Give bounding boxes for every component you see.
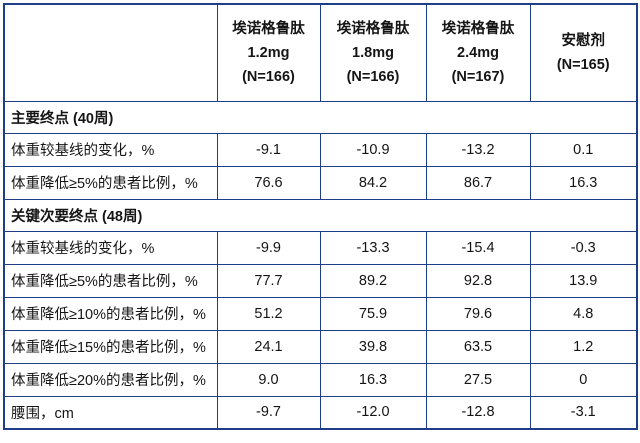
value-cell: 51.2 [216,296,321,331]
value-cell: 39.8 [319,329,427,364]
row-label: 体重降低≥10%的患者比例，% [3,296,218,331]
drug-name: 埃诺格鲁肽 [232,20,305,37]
value-cell: 9.0 [216,362,321,397]
column-header-dose-1-8mg: 埃诺格鲁肽 1.8mg (N=166) [319,3,427,102]
table-row: 体重降低≥20%的患者比例，% 9.0 16.3 27.5 0 [3,362,638,397]
value-cell: -15.4 [425,230,531,265]
value-cell: 1.2 [529,329,638,364]
table-row: 体重降低≥5%的患者比例，% 77.7 89.2 92.8 13.9 [3,263,638,298]
value-cell: 89.2 [319,263,427,298]
section-row-secondary-endpoint: 关键次要终点 (48周) [3,198,638,232]
value-cell: -13.3 [319,230,427,265]
drug-dose: 2.4mg [457,44,499,61]
value-cell: -13.2 [425,132,531,167]
drug-name: 安慰剂 [561,32,606,49]
value-cell: 0 [529,362,638,397]
section-title: 关键次要终点 (48周) [3,198,638,232]
column-header-placebo: 安慰剂 (N=165) [529,3,638,102]
value-cell: -9.7 [216,395,321,430]
drug-name: 埃诺格鲁肽 [336,20,410,37]
value-cell: 27.5 [425,362,531,397]
row-label: 体重降低≥20%的患者比例，% [3,362,218,397]
value-cell: -9.1 [216,132,321,167]
row-label: 体重降低≥5%的患者比例，% [3,165,218,200]
sample-size: (N=167) [451,68,505,85]
value-cell: 84.2 [319,165,427,200]
value-cell: 4.8 [529,296,638,331]
value-cell: -3.1 [529,395,638,430]
row-label: 腰围，cm [3,395,218,430]
value-cell: -12.0 [319,395,427,430]
row-label: 体重降低≥5%的患者比例，% [3,263,218,298]
row-label: 体重较基线的变化，% [3,132,218,167]
table-row: 体重降低≥5%的患者比例，% 76.6 84.2 86.7 16.3 [3,165,638,200]
value-cell: -9.9 [216,230,321,265]
value-cell: 16.3 [529,165,638,200]
table-row: 腰围，cm -9.7 -12.0 -12.8 -3.1 [3,395,638,430]
table-row: 体重较基线的变化，% -9.9 -13.3 -15.4 -0.3 [3,230,638,265]
value-cell: 24.1 [216,329,321,364]
corner-cell [3,3,218,102]
value-cell: 13.9 [529,263,638,298]
value-cell: -12.8 [425,395,531,430]
table-figure: 埃诺格鲁肽 1.2mg (N=166) 埃诺格鲁肽 1.8mg (N=166) … [3,3,638,430]
table-row: 体重降低≥10%的患者比例，% 51.2 75.9 79.6 4.8 [3,296,638,331]
drug-name: 埃诺格鲁肽 [441,20,515,37]
row-label: 体重较基线的变化，% [3,230,218,265]
sample-size: (N=166) [242,68,295,85]
drug-dose: 1.2mg [247,44,290,61]
header-row: 埃诺格鲁肽 1.2mg (N=166) 埃诺格鲁肽 1.8mg (N=166) … [3,3,638,102]
section-title: 主要终点 (40周) [3,100,638,134]
value-cell: 63.5 [425,329,531,364]
value-cell: 76.6 [216,165,321,200]
value-cell: 16.3 [319,362,427,397]
value-cell: 0.1 [529,132,638,167]
value-cell: 75.9 [319,296,427,331]
value-cell: 86.7 [425,165,531,200]
column-header-dose-2-4mg: 埃诺格鲁肽 2.4mg (N=167) [425,3,531,102]
sample-size: (N=165) [556,56,610,73]
column-header-dose-1-2mg: 埃诺格鲁肽 1.2mg (N=166) [216,3,321,102]
row-label: 体重降低≥15%的患者比例，% [3,329,218,364]
section-row-primary-endpoint: 主要终点 (40周) [3,100,638,134]
value-cell: -10.9 [319,132,427,167]
clinical-results-table: 埃诺格鲁肽 1.2mg (N=166) 埃诺格鲁肽 1.8mg (N=166) … [3,3,638,430]
table-row: 体重降低≥15%的患者比例，% 24.1 39.8 63.5 1.2 [3,329,638,364]
value-cell: 79.6 [425,296,531,331]
value-cell: 77.7 [216,263,321,298]
value-cell: 92.8 [425,263,531,298]
drug-dose: 1.8mg [352,44,394,61]
table-row: 体重较基线的变化，% -9.1 -10.9 -13.2 0.1 [3,132,638,167]
sample-size: (N=166) [346,68,400,85]
value-cell: -0.3 [529,230,638,265]
